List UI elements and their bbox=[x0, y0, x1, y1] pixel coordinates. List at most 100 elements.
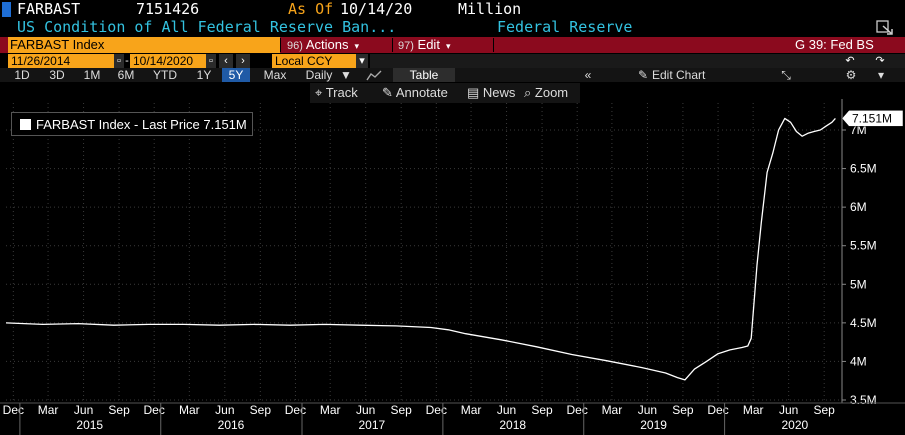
actions-menu[interactable]: 96) Actions ▾ bbox=[287, 37, 359, 53]
news-tool[interactable]: ▤ News bbox=[467, 83, 515, 103]
pencil-icon: ✎ bbox=[382, 85, 393, 100]
chart-legend[interactable]: FARBAST Index - Last Price 7.151M bbox=[11, 112, 253, 136]
x-tick-label: Jun bbox=[74, 403, 93, 417]
caret-down-icon: ▾ bbox=[445, 41, 451, 51]
news-icon: ▤ bbox=[467, 85, 480, 100]
table-button[interactable]: Table bbox=[393, 68, 455, 82]
x-tick-label: Sep bbox=[672, 403, 694, 417]
x-tick-label: Jun bbox=[638, 403, 657, 417]
y-tick-label: 6M bbox=[850, 200, 867, 214]
security-description: US Condition of All Federal Reserve Ban.… bbox=[17, 18, 397, 36]
range-1y[interactable]: 1Y bbox=[196, 68, 212, 82]
redo-icon[interactable]: ↷ bbox=[870, 54, 890, 68]
news-label: News bbox=[482, 85, 516, 100]
caret-down-icon[interactable]: ▼ bbox=[340, 68, 352, 82]
x-tick-label: Sep bbox=[391, 403, 413, 417]
range-6m[interactable]: 6M bbox=[117, 68, 135, 82]
currency-select[interactable]: Local CCY bbox=[272, 54, 356, 68]
zoom-tool[interactable]: ⌕ Zoom bbox=[524, 83, 568, 103]
y-tick-label: 5M bbox=[850, 277, 867, 291]
settings-icon[interactable]: ⚙ bbox=[845, 68, 857, 82]
zoom-label: Zoom bbox=[534, 85, 569, 100]
ticker: FARBAST bbox=[17, 0, 81, 18]
x-tick-label: Mar bbox=[743, 403, 764, 417]
pencil-icon[interactable]: ✎ bbox=[637, 68, 649, 82]
y-tick-label: 5.5M bbox=[850, 239, 877, 253]
range-1d[interactable]: 1D bbox=[14, 68, 30, 82]
divider bbox=[493, 38, 494, 52]
x-tick-label: Jun bbox=[356, 403, 375, 417]
x-year-label: 2015 bbox=[76, 418, 103, 432]
x-tick-label: Dec bbox=[3, 403, 24, 417]
annotate-tool[interactable]: ✎ Annotate bbox=[382, 83, 448, 103]
range-3d[interactable]: 3D bbox=[49, 68, 65, 82]
x-tick-label: Mar bbox=[179, 403, 200, 417]
last-value: 7151426 bbox=[136, 0, 200, 18]
x-tick-label: Mar bbox=[320, 403, 341, 417]
x-tick-label: Sep bbox=[108, 403, 130, 417]
calendar-icon[interactable]: ▫ bbox=[114, 54, 124, 68]
crosshair-icon: ⌖ bbox=[315, 85, 323, 100]
toolbar-spacer bbox=[370, 54, 905, 68]
chevron-right-icon[interactable]: › bbox=[236, 54, 250, 68]
caret-down-icon[interactable]: ▾ bbox=[356, 54, 368, 68]
function-code: G 39: Fed BS bbox=[795, 37, 874, 52]
start-date-field[interactable]: 11/26/2014 bbox=[8, 54, 114, 68]
x-tick-label: Sep bbox=[531, 403, 553, 417]
security-field[interactable]: FARBAST Index bbox=[8, 37, 280, 53]
edit-chart-button[interactable]: Edit Chart bbox=[652, 68, 706, 82]
search-icon: ⌕ bbox=[524, 85, 532, 100]
x-year-label: 2020 bbox=[781, 418, 808, 432]
as-of-date: 10/14/20 bbox=[340, 0, 413, 18]
undo-icon[interactable]: ↶ bbox=[840, 54, 860, 68]
x-axis: Dec Mar Jun Sep Dec Mar Jun Sep Dec Mar Jun Sep Dec M… bbox=[0, 402, 905, 435]
series-line bbox=[5, 117, 836, 381]
last-value-flag: 7.151M bbox=[841, 110, 904, 127]
y-tick-label: 4M bbox=[850, 354, 867, 368]
date-separator: - bbox=[124, 54, 130, 68]
x-tick-label: Jun bbox=[215, 403, 234, 417]
calendar-icon[interactable]: ▫ bbox=[206, 54, 216, 68]
x-year-label: 2019 bbox=[640, 418, 667, 432]
security-header: FARBAST 7151426 As Of 10/14/20 Million bbox=[0, 0, 905, 19]
range-5y[interactable]: 5Y bbox=[222, 68, 250, 82]
divider bbox=[280, 38, 281, 52]
track-tool[interactable]: ⌖ Track bbox=[315, 83, 358, 103]
x-year-label: 2016 bbox=[218, 418, 245, 432]
x-tick-label: Jun bbox=[497, 403, 516, 417]
x-tick-label: Jun bbox=[779, 403, 798, 417]
units-label: Million bbox=[458, 0, 522, 18]
expand-icon[interactable]: ▾ bbox=[877, 68, 885, 82]
range-max[interactable]: Max bbox=[263, 68, 287, 82]
export-icon[interactable] bbox=[876, 20, 894, 36]
y-tick-label: 6.5M bbox=[850, 162, 877, 176]
x-tick-label: Sep bbox=[250, 403, 272, 417]
chart-grid bbox=[6, 103, 840, 401]
chart-series bbox=[5, 117, 836, 381]
edit-number: 97) bbox=[398, 40, 414, 52]
range-1m[interactable]: 1M bbox=[83, 68, 101, 82]
collapse-icon[interactable]: « bbox=[584, 68, 592, 82]
chevron-left-icon[interactable]: ‹ bbox=[219, 54, 233, 68]
function-bar: FARBAST Index 96) Actions ▾ 97) Edit ▾ G 3… bbox=[0, 37, 905, 53]
as-of-label: As Of bbox=[288, 0, 334, 18]
edit-menu[interactable]: 97) Edit ▾ bbox=[398, 37, 450, 53]
line-chart-icon[interactable] bbox=[364, 68, 384, 82]
caret-down-icon: ▾ bbox=[354, 41, 359, 51]
range-bar: 1D 3D 1M 6M YTD 1Y 5Y Max Daily ▼ Table … bbox=[0, 68, 905, 82]
x-tick-label: Mar bbox=[38, 403, 59, 417]
x-tick-label: Dec bbox=[285, 403, 306, 417]
x-year-label: 2017 bbox=[359, 418, 386, 432]
x-tick-label: Sep bbox=[813, 403, 835, 417]
legend-swatch bbox=[20, 119, 31, 130]
x-tick-label: Dec bbox=[144, 403, 165, 417]
x-tick-label: Dec bbox=[567, 403, 588, 417]
annotate-label: Annotate bbox=[395, 85, 448, 100]
end-date-field[interactable]: 10/14/2020 bbox=[130, 54, 206, 68]
range-ytd[interactable]: YTD bbox=[153, 68, 177, 82]
draw-icon[interactable]: ⤡ bbox=[781, 68, 791, 82]
frequency-select[interactable]: Daily bbox=[305, 68, 333, 82]
legend-label: FARBAST Index - Last Price 7.151M bbox=[36, 117, 247, 132]
chart-toolbar: ⌖ Track ✎ Annotate ▤ News ⌕ Zoom bbox=[310, 83, 580, 103]
